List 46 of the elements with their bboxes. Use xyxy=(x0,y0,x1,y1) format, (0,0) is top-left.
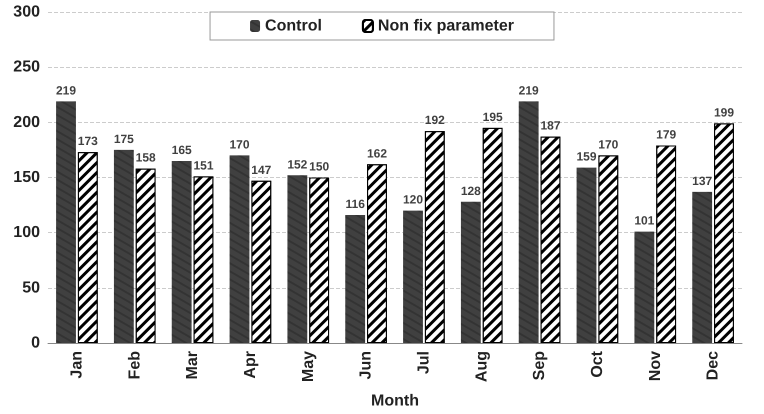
data-label: 170 xyxy=(598,137,619,152)
x-tick-label: Oct xyxy=(588,350,606,378)
y-tick-label: 50 xyxy=(22,279,40,296)
y-tick-label: 250 xyxy=(13,58,40,76)
x-tick-label: Apr xyxy=(242,351,259,379)
x-tick-label: Jun xyxy=(358,351,375,380)
data-label: 170 xyxy=(229,137,250,152)
data-label: 158 xyxy=(136,150,156,165)
y-tick-label: 150 xyxy=(13,169,40,186)
x-tick-label: May xyxy=(300,350,317,382)
data-label: 120 xyxy=(402,192,424,207)
data-label: 219 xyxy=(518,83,540,98)
y-tick-label: 0 xyxy=(31,334,40,352)
data-label: 137 xyxy=(692,174,713,188)
data-label: 151 xyxy=(193,158,214,172)
data-label: 175 xyxy=(114,132,134,146)
data-label: 159 xyxy=(576,150,597,164)
x-tick-label: Jul xyxy=(415,351,432,374)
data-label: 195 xyxy=(482,110,503,124)
x-tick-label: Dec xyxy=(704,350,722,380)
x-tick-label: Aug xyxy=(473,351,490,382)
legend-label: Non fix parameter xyxy=(378,18,514,34)
data-label: 128 xyxy=(460,184,482,198)
y-tick-label: 300 xyxy=(13,4,40,20)
x-tick-label: Nov xyxy=(646,350,664,382)
data-label: 173 xyxy=(78,134,98,148)
data-label: 101 xyxy=(634,214,655,228)
data-label: 147 xyxy=(251,162,272,177)
data-label: 150 xyxy=(309,160,330,174)
data-label: 162 xyxy=(366,146,388,160)
legend-label: Control xyxy=(265,18,322,34)
x-tick-label: Sep xyxy=(531,350,548,380)
y-tick-label: 200 xyxy=(13,114,40,131)
data-label: 187 xyxy=(540,118,561,133)
x-axis-title: Month xyxy=(371,392,419,410)
y-tick-label: 100 xyxy=(13,224,40,242)
data-label: 199 xyxy=(714,105,734,120)
data-label: 165 xyxy=(172,142,192,157)
data-label: 116 xyxy=(346,197,366,212)
data-label: 152 xyxy=(287,157,308,172)
data-label: 219 xyxy=(56,83,76,98)
x-tick-label: Feb xyxy=(126,350,144,380)
x-tick-label: Mar xyxy=(184,351,202,380)
x-tick-label: Jan xyxy=(68,351,86,379)
data-label: 192 xyxy=(424,113,446,128)
data-label: 179 xyxy=(656,128,676,142)
